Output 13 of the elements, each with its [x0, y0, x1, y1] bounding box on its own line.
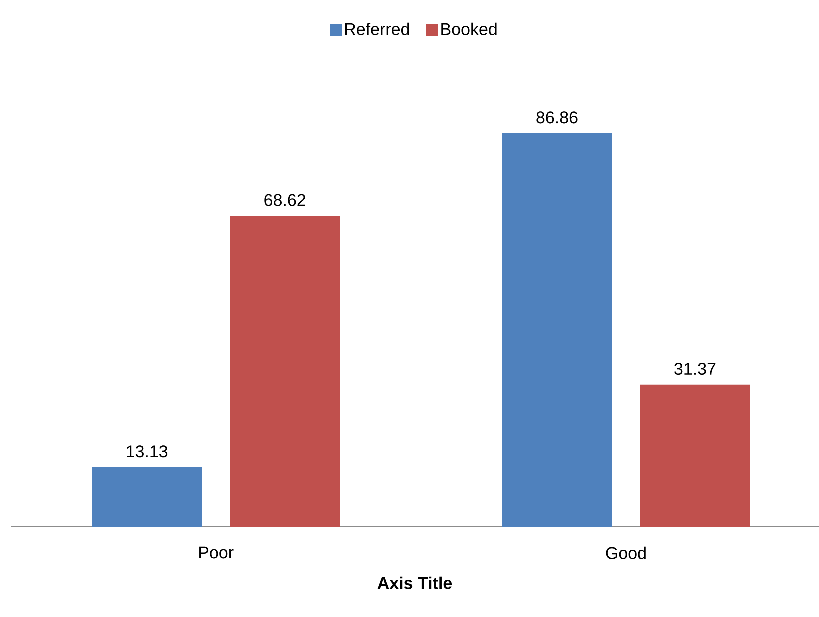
- data-label: 31.37: [674, 362, 716, 376]
- legend-label: Booked: [442, 22, 497, 36]
- bar: [92, 468, 202, 527]
- x-tick-label: Good: [606, 546, 646, 560]
- x-axis-title: Axis Title: [378, 576, 452, 590]
- data-label: 86.86: [536, 112, 578, 124]
- x-tick-label: Poor: [200, 546, 234, 559]
- legend-label: Referred: [346, 22, 410, 36]
- bar: [502, 134, 612, 527]
- bar: [230, 216, 340, 527]
- data-label: 68.62: [264, 194, 306, 206]
- bar: [640, 384, 750, 527]
- data-label: 13.13: [127, 446, 168, 458]
